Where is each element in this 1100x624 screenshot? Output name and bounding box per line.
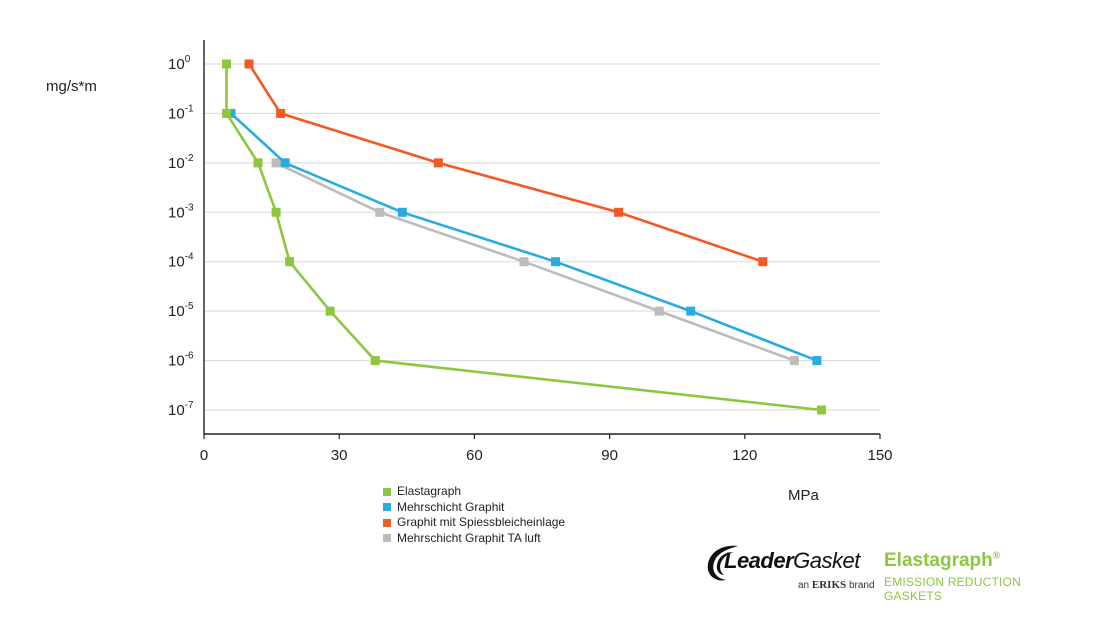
y-tick-label: 10-6 (168, 351, 194, 370)
data-point (686, 306, 696, 316)
y-axis-label: mg/s*m (46, 78, 97, 95)
legend-item: Elastagraph (383, 484, 565, 500)
data-point (397, 207, 407, 217)
legend-swatch (383, 487, 391, 496)
y-tick-label: 10-3 (168, 202, 194, 221)
x-tick-label: 30 (331, 447, 348, 464)
y-tick-label: 100 (168, 54, 191, 73)
data-point (325, 306, 335, 316)
legend: Elastagraph Mehrschicht Graphit Graphit mi… (383, 484, 565, 546)
series-line (225, 64, 822, 412)
product-tagline: EMISSION REDUCTION GASKETS (884, 575, 1021, 603)
legend-label: Elastagraph (397, 484, 462, 498)
data-point (654, 306, 664, 316)
legend-label: Mehrschicht Graphit TA luft (397, 530, 541, 545)
data-point (812, 356, 822, 366)
data-point (375, 207, 385, 217)
leadergasket-swoosh-icon (707, 545, 738, 581)
brand-sub-prefix: an (798, 580, 810, 591)
data-point (433, 158, 443, 168)
x-tick-label: 150 (867, 447, 892, 464)
brand-logos: LeaderGasket an ERIKS brand Elastagraph®… (700, 538, 1080, 603)
data-point (271, 158, 281, 168)
legend-item: Graphit mit Spiessbleicheinlage (383, 515, 565, 531)
data-point (285, 257, 295, 267)
legend-item: Mehrschicht Graphit TA luft (383, 531, 565, 547)
y-tick-label: 10-7 (168, 400, 194, 419)
registered-mark: ® (992, 550, 1001, 562)
data-point (271, 207, 281, 217)
eriks-brand-line: an ERIKS brand (798, 579, 875, 591)
tick-labels: 100 10-1 10-2 10-3 10-4 10-5 10-6 10-7 0 30 60 90 12… (168, 54, 893, 464)
data-point (789, 356, 799, 366)
data-point (222, 59, 232, 69)
x-tick-label: 0 (200, 447, 208, 464)
eriks-name: ERIKS (811, 579, 847, 591)
data-point (614, 207, 624, 217)
series-layer (222, 59, 826, 415)
data-point (253, 158, 263, 168)
x-tick-label: 60 (466, 447, 483, 464)
data-point (280, 158, 290, 168)
legend-swatch (383, 518, 391, 527)
y-tick-label: 10-4 (168, 252, 194, 271)
leadergasket-logo: LeaderGasket (724, 548, 860, 574)
brand-leader: Leader (724, 548, 794, 573)
data-point (551, 257, 561, 267)
data-point (816, 405, 826, 415)
brand-gasket: Gasket (793, 548, 860, 573)
legend-label: Graphit mit Spiessbleicheinlage (397, 515, 566, 529)
data-point (758, 257, 768, 267)
legend-swatch (383, 534, 391, 543)
x-tick-label: 120 (732, 447, 757, 464)
y-tick-label: 10-5 (168, 301, 194, 320)
series-0 (222, 59, 826, 415)
data-point (244, 59, 254, 69)
y-tick-label: 10-2 (168, 153, 194, 172)
series-2 (244, 59, 768, 267)
product-name: Elastagraph (884, 550, 993, 571)
x-tick-label: 90 (601, 447, 618, 464)
data-point (519, 257, 529, 267)
legend-swatch (383, 503, 391, 512)
legend-label: Mehrschicht Graphit (397, 499, 505, 514)
series-line (230, 112, 818, 362)
axes (203, 40, 881, 439)
elastagraph-logo: Elastagraph® (884, 550, 1000, 572)
data-point (222, 108, 232, 118)
x-axis-label: MPa (788, 487, 820, 504)
brand-sub-suffix: brand (848, 580, 875, 591)
data-point (370, 356, 380, 366)
series-3 (271, 158, 799, 366)
grid-lines (204, 63, 880, 411)
data-point (276, 108, 286, 118)
data-point (226, 108, 236, 118)
legend-item: Mehrschicht Graphit (383, 500, 565, 516)
series-1 (226, 108, 822, 366)
y-tick-label: 10-1 (168, 103, 194, 122)
